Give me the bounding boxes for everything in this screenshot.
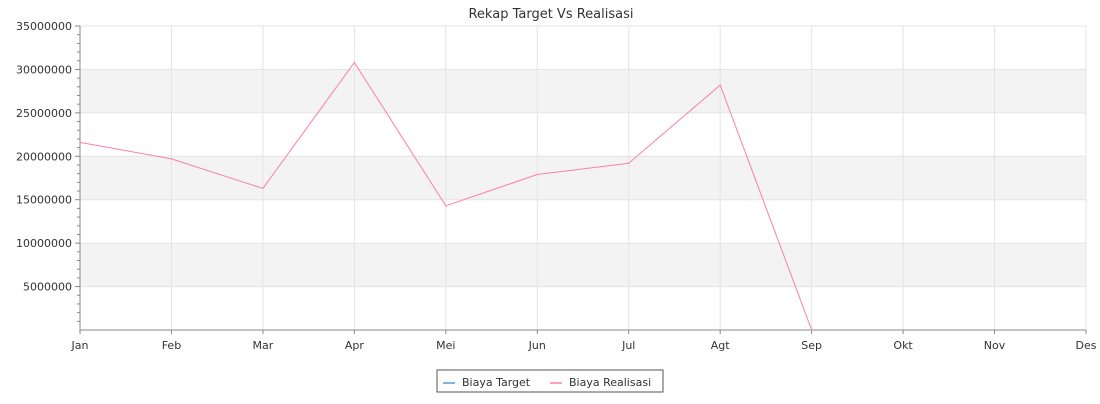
data-point [719,84,721,86]
y-tick-label: 5000000 [23,281,72,294]
data-point [811,329,813,331]
x-tick-label: Feb [162,339,181,352]
y-tick-label: 20000000 [16,150,72,163]
data-point [445,205,447,207]
x-tick-label: Des [1076,339,1097,352]
x-tick-label: Jul [621,339,635,352]
grid-lines [80,25,1087,330]
y-tick-label: 10000000 [16,237,72,250]
data-point [262,187,264,190]
y-tick-label: 15000000 [16,194,72,207]
legend-label: Biaya Realisasi [569,376,651,389]
y-tick-label: 30000000 [16,63,72,76]
legend-label: Biaya Target [462,376,531,389]
x-tick-label: Nov [984,339,1006,352]
x-tick-label: Apr [345,339,365,352]
data-point [536,173,538,176]
legend: Biaya Target Biaya Realisasi [436,369,664,393]
x-tick-label: Mei [436,339,455,352]
data-point [353,61,355,64]
y-tick-label: 25000000 [16,107,72,120]
plot-band [80,156,1086,200]
legend-box [436,369,664,393]
chart-title: Rekap Target Vs Realisasi [468,7,633,22]
series-layer [79,61,813,331]
x-tick-label: Mar [253,339,274,352]
x-tick-label: Sep [801,339,822,352]
x-tick-label: Jun [528,339,546,352]
plot-band [80,243,1086,287]
y-tick-label: 35000000 [16,20,72,33]
data-point [79,141,81,143]
plot-bands [80,69,1086,287]
plot-band [80,69,1086,113]
x-tick-label: Okt [893,339,913,352]
axes: 5000000 10000000 15000000 20000000 25000000 3… [16,20,1097,352]
x-tick-label: Jan [71,339,89,352]
data-point [170,158,173,160]
data-point [628,162,630,164]
x-tick-label: Agt [711,339,731,352]
